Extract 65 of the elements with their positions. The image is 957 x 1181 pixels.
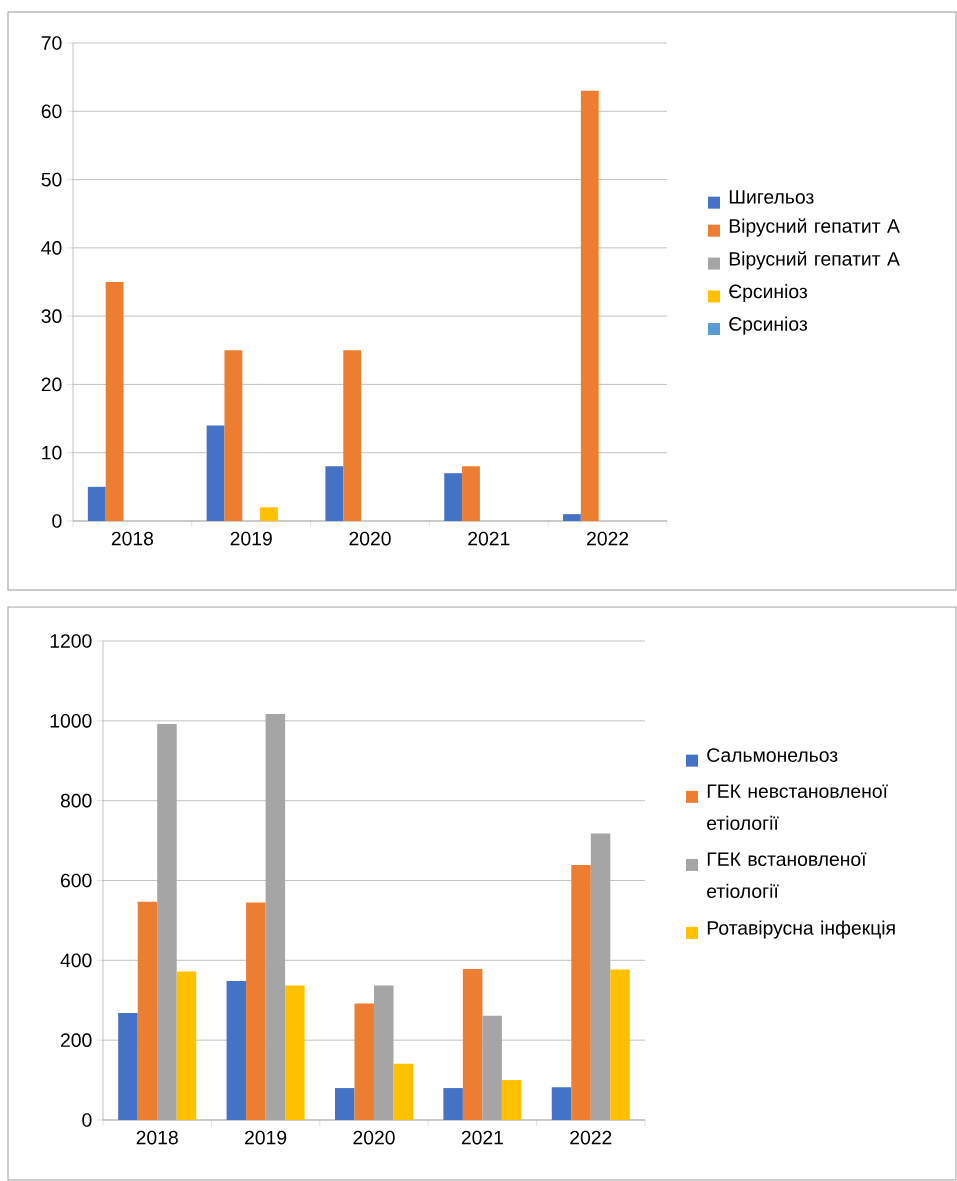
bar [325, 466, 344, 521]
y-tick-label: 600 [61, 873, 92, 888]
y-tick-label: 10 [42, 445, 62, 460]
bar [374, 985, 394, 1120]
y-tick-label: 1000 [50, 713, 92, 728]
bar [443, 1088, 463, 1120]
y-tick-label: 400 [60, 953, 92, 968]
x-tick-label: 2022 [587, 531, 629, 546]
y-tick-label: 0 [82, 1113, 92, 1127]
bar [206, 425, 225, 521]
bar [393, 1063, 414, 1120]
bar [580, 90, 599, 521]
bar [343, 350, 362, 521]
bar [501, 1080, 522, 1120]
bar [462, 969, 483, 1120]
legend-label: Вірусний гепатит А [729, 218, 900, 237]
legend-label: ГЕК невстановленої етіології [707, 784, 888, 830]
bar [334, 1088, 355, 1120]
bar [590, 833, 611, 1120]
bar [462, 466, 480, 521]
bar [224, 350, 243, 521]
legend-label: Ротавірусна інфекція [707, 920, 895, 939]
bar [610, 969, 630, 1120]
x-tick-label: 2022 [570, 1130, 612, 1145]
legend-label: Єрсиніоз [729, 284, 808, 303]
legend-label: Вірусний гепатит А [729, 251, 900, 270]
bar [226, 981, 247, 1120]
x-tick-label: 2018 [136, 1130, 178, 1145]
bar [246, 902, 266, 1120]
x-tick-label: 2018 [111, 531, 154, 546]
legend-label: Єрсиніоз [729, 316, 808, 335]
bar [571, 864, 591, 1120]
legend-label: Сальмонельоз [707, 748, 838, 762]
bar [105, 281, 124, 521]
y-tick-label: 60 [41, 104, 62, 119]
bar [157, 724, 177, 1120]
y-tick-label: 40 [41, 241, 62, 255]
y-tick-label: 50 [41, 172, 62, 187]
x-tick-label: 2020 [349, 531, 391, 546]
bar [137, 901, 158, 1120]
legend-label: Шигельоз [729, 190, 814, 204]
bar [118, 1013, 138, 1120]
x-tick-label: 2021 [461, 1130, 503, 1145]
y-tick-label: 800 [60, 793, 92, 808]
y-tick-label: 30 [41, 309, 62, 323]
bar [482, 1015, 502, 1120]
bar [444, 473, 463, 521]
bar [563, 514, 581, 521]
x-tick-label: 2019 [230, 531, 272, 546]
legend-label: ГЕК встановленої етіології [707, 852, 867, 899]
bar [354, 1003, 374, 1120]
y-tick-label: 200 [61, 1033, 92, 1048]
x-tick-label: 2019 [245, 1130, 287, 1145]
bar [265, 714, 286, 1120]
y-tick-label: 70 [41, 36, 62, 50]
y-tick-label: 20 [41, 377, 62, 392]
bar [260, 507, 278, 521]
y-tick-label: 1200 [50, 634, 92, 648]
bar [87, 486, 106, 521]
y-tick-label: 0 [52, 514, 62, 528]
bar [176, 971, 197, 1120]
x-tick-label: 2020 [353, 1130, 395, 1145]
bar [551, 1087, 572, 1120]
bar [285, 985, 305, 1120]
x-tick-label: 2021 [468, 531, 510, 546]
